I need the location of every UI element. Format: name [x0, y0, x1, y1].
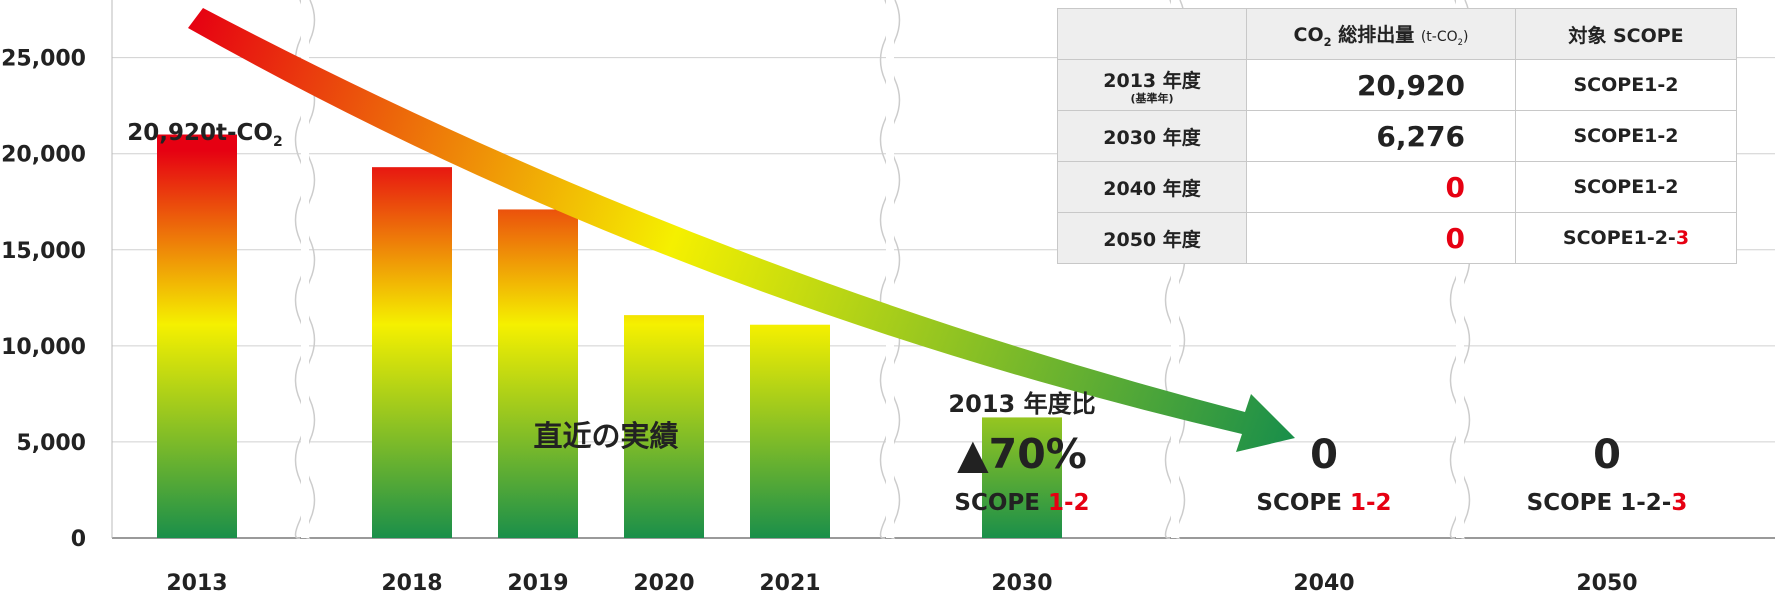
- target-2050-zero: 0: [1593, 432, 1621, 478]
- row-scope: SCOPE1-2: [1515, 59, 1737, 111]
- scope-2030-label: SCOPE 1-2: [954, 490, 1089, 516]
- chart-annotations: 20,920t-CO2 直近の実績 2013 年度比 ▲70% SCOPE 1-…: [127, 120, 1687, 516]
- row-total: 20,920: [1246, 59, 1516, 111]
- row-year: 2050 年度: [1057, 212, 1247, 264]
- bar-2030: [982, 417, 1062, 538]
- table-header-blank: [1057, 8, 1247, 60]
- x-tick-label: 2018: [381, 571, 442, 594]
- y-tick-label: 20,000: [1, 143, 86, 168]
- table-header-total: CO2 総排出量 (t-CO2): [1246, 8, 1516, 60]
- x-tick-label: 2040: [1293, 571, 1354, 594]
- bars: [157, 134, 1062, 538]
- bar-2018: [372, 167, 452, 538]
- x-tick-label: 2020: [633, 571, 694, 594]
- row-scope: SCOPE1-2: [1515, 110, 1737, 162]
- row-scope: SCOPE1-2-3: [1515, 212, 1737, 264]
- row-total: 0: [1246, 161, 1516, 213]
- axis-break-gap: [1456, 0, 1464, 538]
- axis-break-gap: [301, 0, 309, 538]
- axis-break-gap: [1171, 0, 1179, 538]
- scope-2050-label: SCOPE 1-2-3: [1527, 490, 1688, 516]
- axis-break-gap: [886, 0, 894, 538]
- x-tick-label: 2050: [1576, 571, 1637, 594]
- bar-2021: [750, 324, 830, 538]
- recent-results-label: 直近の実績: [533, 419, 678, 453]
- y-tick-label: 10,000: [1, 335, 86, 360]
- reduction-trend-arrow: [188, 8, 1295, 452]
- x-tick-label: 2030: [991, 571, 1052, 594]
- y-tick-label: 5,000: [16, 431, 86, 456]
- row-year: 2030 年度: [1057, 110, 1247, 162]
- reduction-percent: ▲70%: [957, 430, 1087, 478]
- y-tick-label: 25,000: [1, 47, 86, 72]
- target-2040-zero: 0: [1310, 432, 1338, 478]
- row-scope: SCOPE1-2: [1515, 161, 1737, 213]
- row-total: 0: [1246, 212, 1516, 264]
- bar-2013: [157, 134, 237, 538]
- row-year: 2013 年度 (基準年): [1057, 59, 1247, 111]
- emissions-summary-table: CO2 総排出量 (t-CO2) 対象 SCOPE 2013 年度 (基準年) 2…: [1057, 8, 1737, 264]
- scope-2040-label: SCOPE 1-2: [1256, 490, 1391, 516]
- y-tick-label: 0: [71, 527, 86, 552]
- y-axis: 0 5,000 10,000 15,000 20,000 25,000: [1, 47, 86, 552]
- x-tick-label: 2019: [507, 571, 568, 594]
- table-header-scope: 対象 SCOPE: [1515, 8, 1737, 60]
- table-row: 2030 年度 6,276 SCOPE1-2: [1057, 110, 1737, 162]
- x-tick-label: 2021: [759, 571, 820, 594]
- table-row: 2050 年度 0 SCOPE1-2-3: [1057, 212, 1737, 264]
- bar-2020: [624, 315, 704, 538]
- ratio-label: 2013 年度比: [948, 390, 1095, 418]
- x-tick-label: 2013: [166, 571, 227, 594]
- x-axis: 2013 2018 2019 2020 2021 2030 2040 2050: [166, 571, 1637, 594]
- bar-2019: [498, 209, 578, 538]
- row-total: 6,276: [1246, 110, 1516, 162]
- base-year-label: 20,920t-CO2: [127, 120, 282, 150]
- row-year: 2040 年度: [1057, 161, 1247, 213]
- y-tick-label: 15,000: [1, 239, 86, 264]
- table-row: 2040 年度 0 SCOPE1-2: [1057, 161, 1737, 213]
- table-row: 2013 年度 (基準年) 20,920 SCOPE1-2: [1057, 59, 1737, 111]
